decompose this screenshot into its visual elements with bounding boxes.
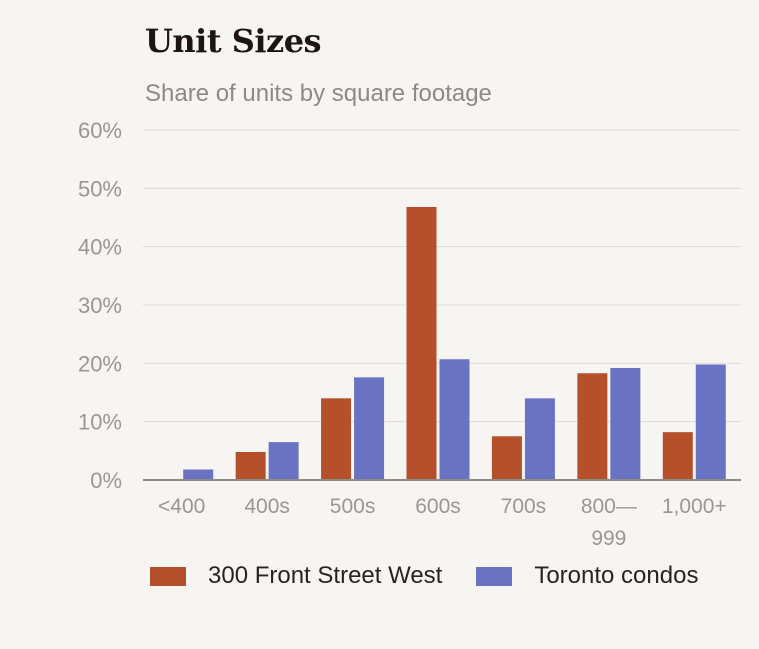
chart-subtitle: Share of units by square footage [145,80,492,107]
y-tick-label: 40% [78,235,122,260]
y-tick-label: 50% [78,176,122,201]
x-tick-label: 500s [330,495,376,518]
legend-swatch-series-1 [150,566,186,586]
legend-item-series-1: 300 Front Street West [150,562,442,590]
bar-series-1 [577,373,608,480]
bar-series-1 [406,207,437,480]
y-tick-label: 30% [78,293,122,318]
x-tick-label: <400 [158,495,205,518]
x-tick-label: 600s [415,495,461,518]
bar-series-1 [491,436,522,480]
y-tick-label: 0% [90,468,122,493]
bar-series-1 [321,398,352,480]
bar-series-2 [610,368,641,480]
legend: 300 Front Street West Toronto condos [150,562,732,590]
y-tick-label: 20% [78,351,122,376]
x-tick-label: 1,000+ [662,495,727,518]
bar-series-2 [439,359,470,480]
bar-series-1 [235,452,266,480]
chart-title: Unit Sizes [145,22,322,60]
x-tick-label: 700s [501,495,547,518]
x-axis-ticks: <400 400s 500s 600s 700s 800— 999 1,000+ [158,495,727,550]
y-axis-ticks: 0% 10% 20% 30% 40% 50% 60% [78,118,122,493]
bar-series-2 [695,364,726,480]
bar-series-1 [662,432,693,480]
bar-series-2 [354,377,385,480]
bar-series-2 [524,398,555,480]
y-tick-label: 10% [78,410,122,435]
legend-item-series-2: Toronto condos [476,562,698,590]
x-tick-label: 800— [581,495,637,518]
legend-swatch-series-2 [476,566,513,586]
bar-series-2 [268,442,299,480]
bars [183,207,726,480]
x-tick-label: 999 [591,527,626,550]
bar-series-2 [183,469,214,480]
y-tick-label: 60% [78,118,122,143]
x-tick-label: 400s [244,495,290,518]
legend-label-series-1: 300 Front Street West [208,562,443,589]
legend-label-series-2: Toronto condos [534,562,699,589]
